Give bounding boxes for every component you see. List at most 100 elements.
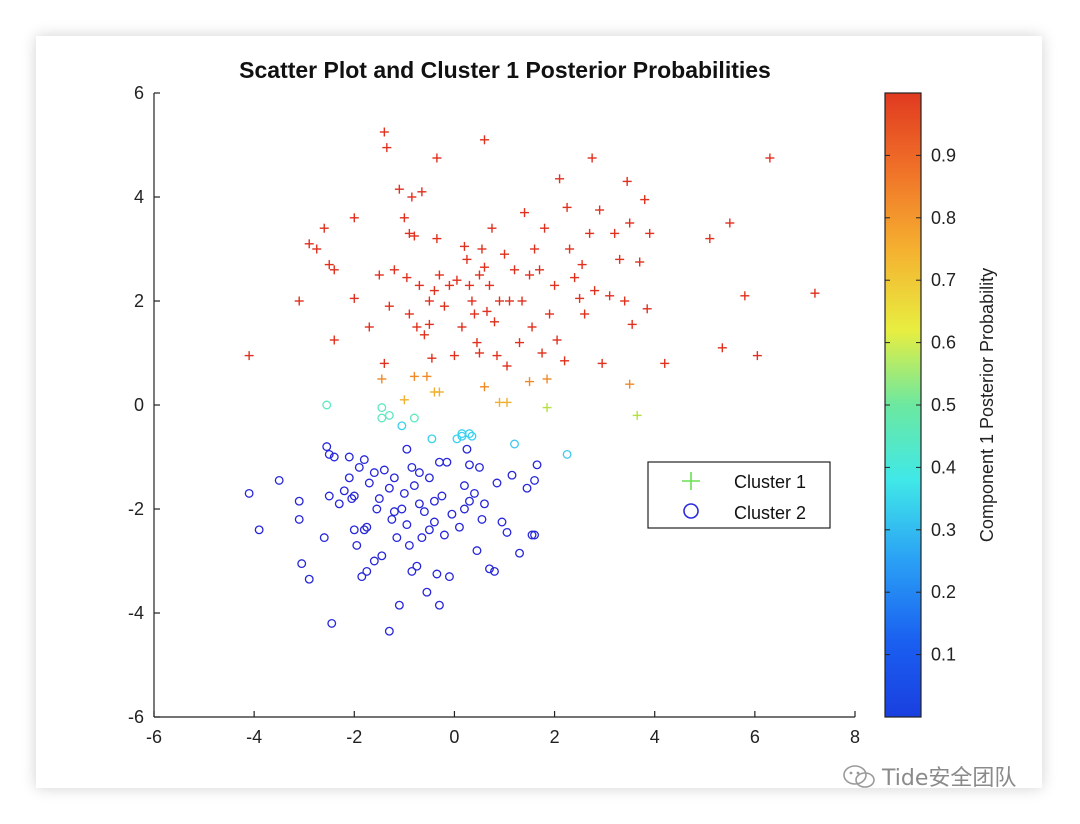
cluster-1-point: [464, 280, 474, 290]
cluster-1-point: [492, 351, 502, 361]
cluster-1-point: [587, 153, 597, 163]
cluster-2-point: [384, 483, 394, 493]
cluster-1-point: [494, 296, 504, 306]
cluster-1-point: [537, 348, 547, 358]
cluster-1-point: [439, 301, 449, 311]
cluster-1-point: [389, 265, 399, 275]
cluster-1-point: [525, 270, 535, 280]
cluster-2-point: [414, 499, 424, 509]
cluster-2-point: [304, 574, 314, 584]
cluster-1-point: [597, 358, 607, 368]
cluster-2-point: [492, 478, 502, 488]
cluster-1-point: [560, 356, 570, 366]
cluster-1-point: [625, 379, 635, 389]
y-tick-label: -2: [128, 499, 144, 519]
x-tick-label: 6: [750, 727, 760, 747]
cluster-2-point: [294, 496, 304, 506]
cluster-2-point: [344, 473, 354, 483]
colorbar-tick-label: 0.4: [931, 457, 956, 477]
cluster-2-point: [384, 410, 394, 420]
cluster-2-point: [502, 527, 512, 537]
colorbar-tick-label: 0.8: [931, 208, 956, 228]
cluster-1-point: [585, 228, 595, 238]
cluster-2-point: [462, 444, 472, 454]
legend-label-cluster-2: Cluster 2: [734, 503, 806, 523]
cluster-2-point: [384, 626, 394, 636]
cluster-2-point: [404, 540, 414, 550]
cluster-2-point: [434, 457, 444, 467]
colorbar-tick-label: 0.1: [931, 645, 956, 665]
cluster-2-point: [409, 413, 419, 423]
cluster-2-point: [377, 551, 387, 561]
cluster-1-point: [414, 280, 424, 290]
cluster-1-point: [409, 371, 419, 381]
cluster-2-point: [369, 468, 379, 478]
cluster-1-point: [349, 293, 359, 303]
cluster-2-point: [407, 462, 417, 472]
cluster-2-point: [379, 465, 389, 475]
cluster-2-point: [424, 473, 434, 483]
cluster-2-point: [412, 561, 422, 571]
cluster-1-point: [510, 265, 520, 275]
cluster-1-point: [399, 395, 409, 405]
cluster-1-point: [535, 265, 545, 275]
cluster-1-point: [374, 270, 384, 280]
cluster-1-point: [565, 244, 575, 254]
cluster-1-point: [502, 397, 512, 407]
cluster-2-point: [432, 569, 442, 579]
cluster-1-point: [399, 213, 409, 223]
cluster-2-point: [480, 499, 489, 509]
cluster-2-point: [434, 600, 444, 610]
colorbar-tick-label: 0.9: [931, 145, 956, 165]
cluster-1-point: [725, 218, 735, 228]
y-tick-label: 2: [134, 291, 144, 311]
cluster-2-point: [359, 455, 369, 465]
cluster-2-point: [322, 442, 332, 452]
cluster-1-point: [494, 397, 504, 407]
cluster-1-point: [577, 260, 587, 270]
x-tick-label: -6: [146, 727, 162, 747]
cluster-2-point: [497, 517, 507, 527]
cluster-2-point: [562, 449, 572, 459]
colorbar-tick-label: 0.5: [931, 395, 956, 415]
cluster-1-point: [542, 374, 552, 384]
cluster-1-point: [324, 260, 334, 270]
cluster-2-point: [429, 517, 439, 527]
cluster-1-point: [382, 143, 392, 153]
cluster-2-point: [477, 514, 487, 524]
cluster-2-point: [444, 572, 454, 582]
cluster-1-point: [540, 223, 550, 233]
colorbar-tick-label: 0.6: [931, 333, 956, 353]
cluster-1-point: [622, 176, 632, 186]
cluster-2-point: [319, 533, 329, 543]
x-tick-label: 0: [449, 727, 459, 747]
cluster-1-point: [552, 335, 562, 345]
cluster-1-point: [412, 322, 422, 332]
cluster-1-point: [632, 410, 642, 420]
y-tick-label: 0: [134, 395, 144, 415]
cluster-1-point: [472, 338, 482, 348]
cluster-2-point: [397, 504, 407, 514]
cluster-2-point: [347, 494, 357, 504]
cluster-1-point: [469, 309, 479, 319]
cluster-1-point: [515, 338, 525, 348]
cluster-2-point: [472, 546, 482, 556]
cluster-1-point: [595, 205, 605, 215]
cluster-2-point: [329, 452, 339, 462]
legend: Cluster 1 Cluster 2: [647, 461, 831, 529]
cluster-2-point: [369, 556, 379, 566]
cluster-1-point: [404, 309, 414, 319]
cluster-2-point: [527, 530, 537, 540]
cluster-2-point: [372, 504, 382, 514]
cluster-2-point: [324, 491, 334, 501]
cluster-1-point: [319, 223, 329, 233]
cluster-2-point: [429, 496, 439, 506]
cluster-2-point: [339, 486, 349, 496]
cluster-1-point: [489, 317, 499, 327]
cluster-2-point: [424, 525, 434, 535]
cluster-2-point: [377, 403, 387, 413]
cluster-1-point: [502, 361, 512, 371]
cluster-1-point: [740, 291, 750, 301]
cluster-1-point: [452, 275, 462, 285]
cluster-1-point: [477, 244, 487, 254]
